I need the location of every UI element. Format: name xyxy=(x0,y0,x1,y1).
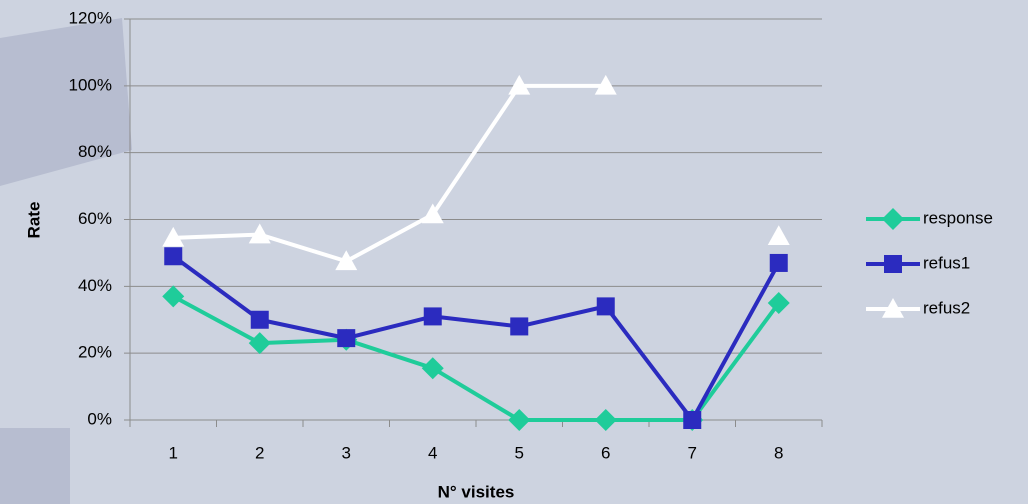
x-tick-label: 6 xyxy=(601,443,610,462)
marker xyxy=(248,332,271,355)
y-tick-label: 40% xyxy=(78,276,112,295)
legend-label: refus2 xyxy=(923,298,970,317)
marker xyxy=(423,307,442,326)
x-tick-label: 3 xyxy=(342,443,351,462)
decor-shape xyxy=(0,18,132,186)
y-tick-label: 100% xyxy=(69,75,112,94)
legend-label: response xyxy=(923,208,993,227)
marker xyxy=(882,208,904,230)
series-line xyxy=(172,254,781,422)
x-tick-label: 2 xyxy=(255,443,264,462)
marker xyxy=(767,225,790,246)
x-axis-label: N° visites xyxy=(438,482,515,501)
marker xyxy=(594,409,617,431)
marker xyxy=(421,203,444,224)
marker xyxy=(594,74,617,95)
y-tick-label: 20% xyxy=(78,343,112,362)
decor-shape xyxy=(0,428,70,504)
marker xyxy=(337,329,356,348)
marker xyxy=(162,226,185,247)
marker xyxy=(884,255,902,273)
y-axis-label: Rate xyxy=(24,202,43,239)
marker xyxy=(508,74,531,95)
y-tick-label: 60% xyxy=(78,209,112,228)
marker xyxy=(162,285,185,308)
x-tick-label: 8 xyxy=(774,443,783,462)
series-line xyxy=(173,83,606,264)
marker xyxy=(164,247,183,266)
y-tick-label: 0% xyxy=(87,409,112,428)
y-tick-label: 80% xyxy=(78,142,112,161)
marker xyxy=(250,310,269,329)
marker xyxy=(510,317,529,336)
series-line xyxy=(172,294,781,422)
marker xyxy=(335,250,358,271)
x-tick-label: 4 xyxy=(428,443,437,462)
marker xyxy=(683,411,702,429)
x-tick-label: 7 xyxy=(688,443,697,462)
marker xyxy=(248,223,271,244)
x-tick-label: 5 xyxy=(515,443,524,462)
y-tick-label: 120% xyxy=(69,8,112,27)
marker xyxy=(767,292,790,315)
x-tick-label: 1 xyxy=(169,443,178,462)
legend-label: refus1 xyxy=(923,253,970,272)
marker xyxy=(769,253,788,272)
marker xyxy=(421,357,444,380)
marker xyxy=(508,409,531,431)
marker xyxy=(596,297,615,316)
marker xyxy=(882,298,904,318)
